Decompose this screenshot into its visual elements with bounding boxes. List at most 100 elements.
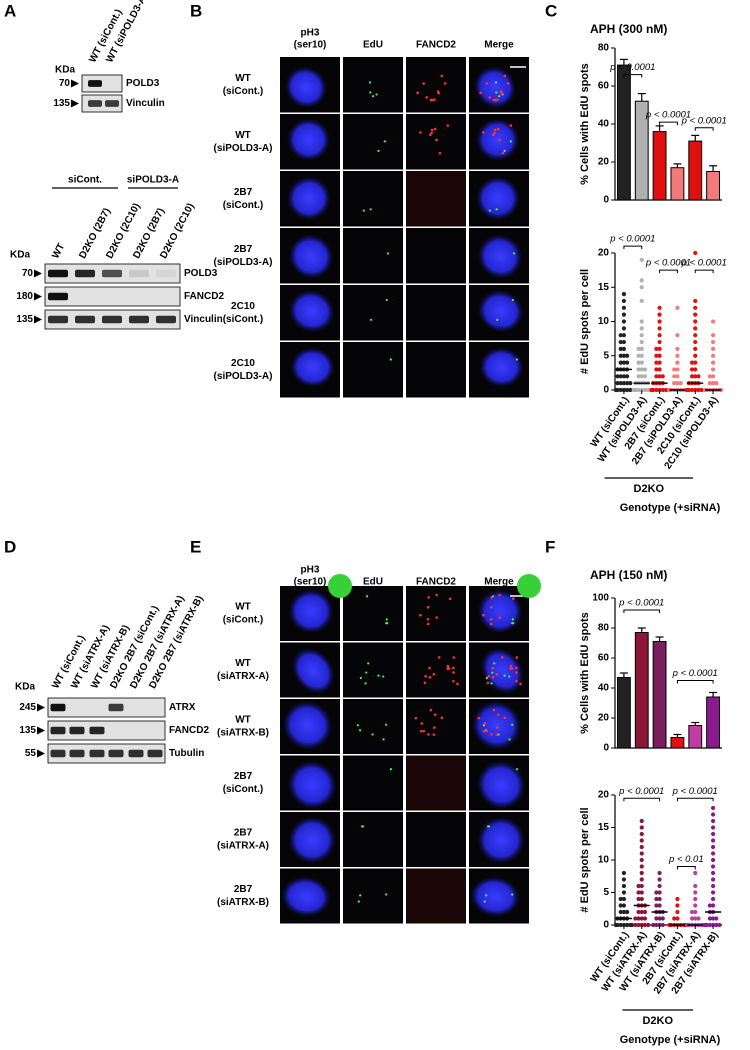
y-tick-label: 10 bbox=[598, 316, 610, 327]
edu-focus bbox=[371, 733, 374, 736]
micrograph bbox=[343, 57, 403, 113]
dot bbox=[636, 353, 641, 358]
fancd2-focus bbox=[435, 593, 438, 597]
row-label: (siCont.) bbox=[223, 86, 264, 97]
dot bbox=[621, 305, 627, 310]
edu-focus bbox=[389, 768, 393, 771]
dot bbox=[636, 909, 641, 915]
dot bbox=[693, 305, 698, 310]
fancd2-focus bbox=[431, 98, 434, 102]
y-tick-label: 100 bbox=[592, 593, 609, 604]
fancd2-focus bbox=[496, 127, 500, 131]
edu-focus bbox=[509, 140, 512, 143]
dot bbox=[621, 903, 627, 908]
dot bbox=[625, 374, 630, 379]
edu-focus bbox=[370, 318, 373, 321]
dot bbox=[693, 916, 698, 921]
dot bbox=[675, 360, 680, 365]
mw-label: 180 bbox=[16, 291, 33, 302]
nucleus bbox=[472, 701, 522, 750]
dot bbox=[693, 890, 698, 895]
dot bbox=[710, 870, 716, 876]
dot bbox=[710, 883, 716, 889]
p-value: p < 0.0001 bbox=[609, 234, 655, 245]
fancd2-focus bbox=[432, 733, 436, 736]
blot-strip bbox=[44, 286, 181, 307]
nucleus bbox=[283, 701, 333, 750]
edu-focus bbox=[485, 676, 488, 680]
fancd2-focus bbox=[428, 666, 431, 670]
dot bbox=[657, 319, 662, 324]
panel-label: C bbox=[545, 1, 557, 20]
dot bbox=[618, 381, 623, 386]
dot bbox=[710, 831, 716, 837]
dot bbox=[654, 922, 659, 928]
row-label: WT bbox=[235, 715, 251, 726]
dot bbox=[710, 890, 716, 895]
blot-band bbox=[48, 292, 68, 301]
edu-focus bbox=[503, 149, 506, 152]
dot bbox=[618, 360, 623, 365]
blot-band bbox=[89, 749, 105, 758]
fancd2-focus bbox=[414, 716, 418, 720]
group-label: D2KO bbox=[642, 1015, 673, 1027]
dot bbox=[642, 387, 648, 393]
dot bbox=[707, 374, 712, 379]
edu-focus bbox=[386, 252, 390, 255]
dot bbox=[642, 367, 648, 372]
column-header: FANCD2 bbox=[416, 40, 456, 51]
dot bbox=[693, 896, 698, 902]
dot bbox=[689, 374, 695, 379]
blot-band bbox=[69, 749, 85, 758]
fancd2-focus bbox=[424, 674, 427, 678]
edu-focus bbox=[494, 81, 498, 84]
dot bbox=[639, 851, 644, 856]
mw-label: 70 bbox=[22, 268, 34, 279]
blot-band bbox=[128, 749, 144, 758]
edu-focus bbox=[495, 91, 498, 94]
p-value: p < 0.0001 bbox=[672, 786, 718, 797]
blot-band bbox=[108, 703, 124, 712]
fancd2-focus bbox=[437, 656, 441, 659]
dot bbox=[693, 326, 698, 331]
dot bbox=[710, 818, 716, 824]
fancd2-focus bbox=[456, 682, 459, 686]
row-label: (siATRX-B) bbox=[217, 897, 269, 908]
mw-label: 245 bbox=[19, 702, 36, 713]
y-tick-label: 20 bbox=[598, 248, 610, 259]
fancd2-focus bbox=[490, 622, 493, 626]
y-tick-label: 20 bbox=[598, 790, 610, 801]
dot bbox=[693, 374, 698, 379]
fancd2-focus bbox=[491, 676, 495, 679]
bar bbox=[670, 737, 685, 749]
fancd2-focus bbox=[426, 618, 430, 621]
significance-bracket bbox=[694, 127, 714, 131]
edu-focus bbox=[359, 729, 362, 732]
micrograph bbox=[406, 868, 466, 924]
significance-bracket bbox=[623, 797, 661, 802]
y-tick-label: 20 bbox=[598, 713, 610, 724]
mw-arrow bbox=[37, 726, 45, 735]
bar bbox=[634, 632, 649, 749]
micrograph bbox=[343, 114, 403, 170]
edu-focus bbox=[511, 622, 514, 625]
protein-label: Vinculin bbox=[184, 314, 223, 325]
row-label: 2B7 bbox=[234, 828, 253, 839]
nucleus bbox=[288, 760, 337, 809]
dot bbox=[707, 903, 712, 908]
dot bbox=[639, 298, 644, 304]
bar bbox=[688, 140, 703, 201]
panel-label: D bbox=[4, 537, 16, 556]
protein-label: Vinculin bbox=[126, 98, 165, 109]
dot bbox=[657, 312, 662, 317]
edu-focus bbox=[365, 595, 369, 598]
fancd2-focus bbox=[446, 664, 450, 668]
significance-bracket bbox=[694, 269, 714, 274]
y-axis-label: # EdU spots per cell bbox=[579, 807, 591, 912]
dot bbox=[628, 387, 633, 393]
fancd2-focus bbox=[509, 664, 513, 668]
dot bbox=[628, 381, 633, 386]
dot bbox=[625, 387, 630, 393]
row-label: 2C10 bbox=[231, 301, 255, 312]
row-label: (siPOLD3-A) bbox=[214, 257, 273, 268]
